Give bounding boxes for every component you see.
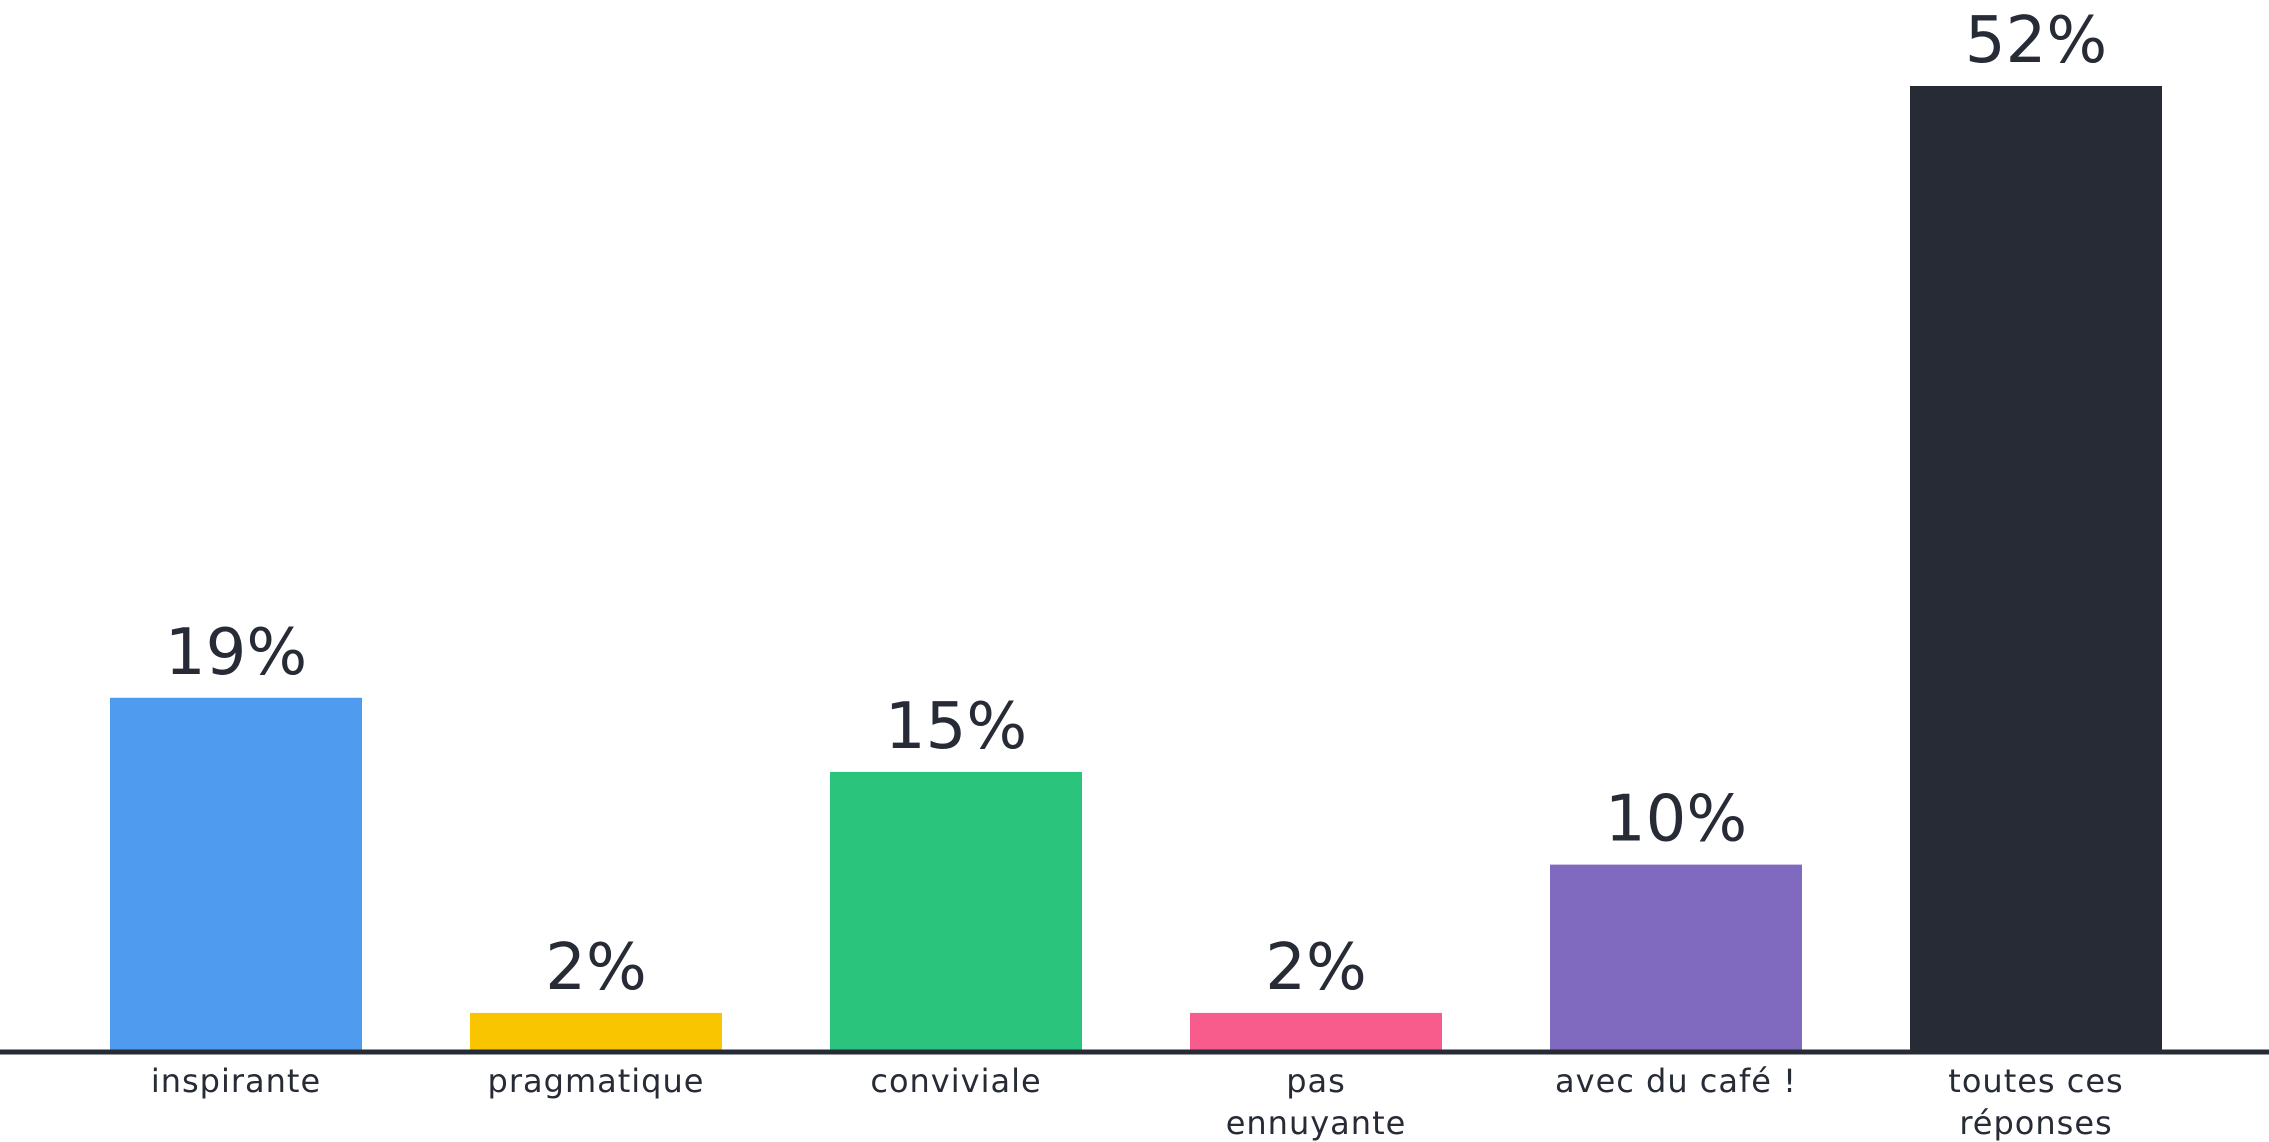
value-label-4: 10% bbox=[1605, 783, 1747, 857]
category-label-0: inspirante bbox=[151, 1062, 321, 1100]
bar-3 bbox=[1190, 1012, 1442, 1050]
category-label-line: ennuyante bbox=[1226, 1104, 1407, 1142]
bar-1 bbox=[470, 1012, 722, 1050]
category-label-3: pas ennuyante bbox=[1226, 1062, 1407, 1142]
value-label-0: 19% bbox=[165, 616, 307, 690]
category-label-5: toutes ces réponses bbox=[1948, 1062, 2123, 1142]
category-label-line: pas bbox=[1286, 1062, 1346, 1100]
value-label-2: 15% bbox=[885, 690, 1027, 764]
bar-0 bbox=[110, 697, 362, 1050]
bar-4 bbox=[1550, 864, 1802, 1050]
category-label-line: pragmatique bbox=[488, 1062, 705, 1100]
value-label-5: 52% bbox=[1965, 4, 2107, 78]
bar-2 bbox=[830, 771, 1082, 1050]
category-labels-group: inspirante pragmatique conviviale pas ennuya… bbox=[151, 1062, 2123, 1142]
bar-5 bbox=[1910, 86, 2162, 1050]
category-label-line: inspirante bbox=[151, 1062, 321, 1100]
value-labels-group: 19% 2% 15% 2% 10% 52% bbox=[165, 4, 2107, 1005]
category-label-line: avec du café ! bbox=[1555, 1062, 1797, 1100]
category-label-4: avec du café ! bbox=[1555, 1062, 1797, 1100]
category-label-2: conviviale bbox=[870, 1062, 1041, 1100]
category-label-line: toutes ces bbox=[1948, 1062, 2123, 1100]
value-label-3: 2% bbox=[1265, 931, 1367, 1005]
category-label-line: conviviale bbox=[870, 1062, 1041, 1100]
category-label-1: pragmatique bbox=[488, 1062, 705, 1100]
value-label-1: 2% bbox=[545, 931, 647, 1005]
category-label-line: réponses bbox=[1959, 1104, 2112, 1142]
bars-group bbox=[110, 86, 2162, 1050]
